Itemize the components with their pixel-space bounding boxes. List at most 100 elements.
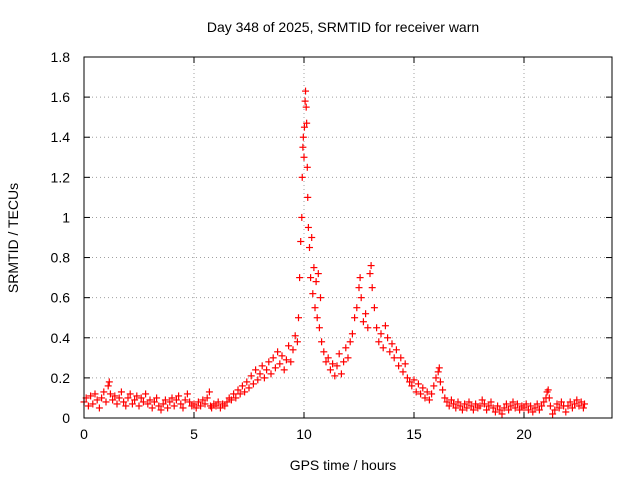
- data-point: [320, 348, 328, 356]
- y-tick-label: 1: [62, 209, 70, 225]
- data-point: [260, 374, 268, 382]
- data-point: [367, 262, 375, 270]
- data-point: [304, 193, 312, 201]
- data-point: [395, 362, 403, 370]
- data-point: [430, 382, 438, 390]
- data-point: [247, 372, 255, 380]
- data-point: [172, 396, 180, 404]
- data-point: [87, 392, 95, 400]
- data-point: [177, 400, 185, 408]
- data-point: [243, 378, 251, 386]
- data-point: [183, 390, 191, 398]
- data-point: [128, 400, 136, 408]
- data-point: [463, 404, 471, 412]
- data-point: [91, 390, 99, 398]
- data-point: [458, 406, 466, 414]
- data-point: [120, 398, 128, 406]
- data-point: [377, 330, 385, 338]
- data-point: [117, 388, 125, 396]
- data-point: [214, 398, 222, 406]
- data-point: [313, 314, 321, 322]
- data-point: [340, 358, 348, 366]
- data-point: [408, 382, 416, 390]
- tick-labels: 0 5 10 15 20 0 0.2 0.4 0.6 0.8 1 1.2 1.4 1.6 1.8: [51, 49, 532, 442]
- x-tick-label: 0: [80, 426, 88, 442]
- data-point: [269, 354, 277, 362]
- data-point: [312, 278, 320, 286]
- data-point: [419, 384, 427, 392]
- data-point: [390, 354, 398, 362]
- data-point: [126, 390, 134, 398]
- data-point: [362, 310, 370, 318]
- data-point: [483, 406, 491, 414]
- data-point: [491, 408, 499, 416]
- data-point: [344, 354, 352, 362]
- data-point: [302, 103, 310, 111]
- data-point: [545, 394, 553, 402]
- data-point: [575, 402, 583, 410]
- data-point: [467, 402, 475, 410]
- plot-frame: [83, 56, 613, 419]
- data-point: [100, 388, 108, 396]
- data-point: [428, 390, 436, 398]
- data-point: [186, 398, 194, 406]
- data-point: [359, 318, 367, 326]
- data-point: [192, 404, 200, 412]
- data-point: [356, 274, 364, 282]
- data-point: [553, 400, 561, 408]
- data-point: [436, 378, 444, 386]
- data-point: [296, 274, 304, 282]
- data-point: [485, 402, 493, 410]
- data-point: [256, 370, 264, 378]
- x-tick-label: 20: [516, 426, 532, 442]
- data-point: [373, 324, 381, 332]
- data-point: [441, 394, 449, 402]
- data-point: [535, 406, 543, 414]
- data-point: [194, 398, 202, 406]
- data-point: [498, 410, 506, 418]
- data-point: [299, 133, 307, 141]
- data-point: [435, 364, 443, 372]
- data-point: [104, 382, 112, 390]
- data-point: [170, 402, 178, 410]
- data-point: [137, 394, 145, 402]
- data-point: [348, 330, 356, 338]
- y-tick-label: 0.8: [51, 250, 71, 266]
- data-point: [469, 406, 477, 414]
- data-point: [267, 370, 275, 378]
- data-point: [571, 400, 579, 408]
- data-point: [298, 213, 306, 221]
- data-point: [355, 284, 363, 292]
- data-point: [245, 384, 253, 392]
- data-point: [93, 396, 101, 404]
- data-point: [300, 153, 308, 161]
- data-point: [146, 396, 154, 404]
- data-point: [421, 394, 429, 402]
- data-point: [252, 366, 260, 374]
- data-point: [410, 376, 418, 384]
- data-point: [502, 400, 510, 408]
- data-point: [111, 392, 119, 400]
- data-point: [303, 119, 311, 127]
- data-point: [318, 338, 326, 346]
- data-point: [236, 390, 244, 398]
- data-point: [397, 354, 405, 362]
- data-point: [230, 390, 238, 398]
- data-point: [434, 368, 442, 376]
- data-point: [297, 238, 305, 246]
- data-point: [533, 400, 541, 408]
- data-point: [496, 406, 504, 414]
- data-point: [241, 388, 249, 396]
- data-point: [544, 386, 552, 394]
- data-point: [375, 338, 383, 346]
- data-point: [115, 394, 123, 402]
- y-tick-label: 1.8: [51, 49, 71, 65]
- data-point: [450, 400, 458, 408]
- data-point: [221, 402, 229, 410]
- data-point: [417, 390, 425, 398]
- data-point: [302, 87, 310, 95]
- data-point: [414, 380, 422, 388]
- data-point: [212, 402, 220, 410]
- data-point: [346, 338, 354, 346]
- data-point: [403, 374, 411, 382]
